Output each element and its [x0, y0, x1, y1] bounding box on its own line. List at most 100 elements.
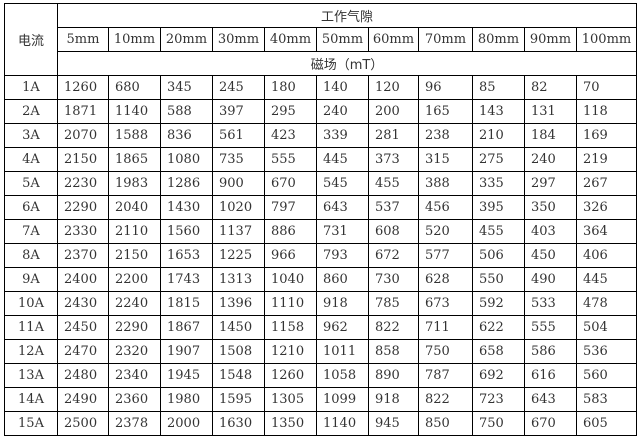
field-value-cell: 504	[576, 315, 637, 340]
column-header: 5mm	[57, 27, 109, 52]
column-header: 10mm	[108, 27, 161, 52]
field-value-cell: 120	[368, 75, 419, 100]
field-value-cell: 918	[316, 291, 369, 316]
field-value-cell: 2340	[108, 363, 161, 388]
current-cell: 15A	[4, 411, 58, 436]
field-value-cell: 605	[576, 411, 637, 436]
column-header: 80mm	[472, 27, 525, 52]
field-value-cell: 785	[368, 291, 419, 316]
field-value-cell: 797	[264, 195, 317, 220]
field-value-cell: 616	[524, 363, 577, 388]
field-value-cell: 966	[264, 243, 317, 268]
field-value-cell: 1313	[212, 267, 265, 292]
field-value-cell: 1011	[316, 339, 369, 364]
header-row-columns: 5mm 10mm 20mm 30mm 40mm 50mm 60mm 70mm 80mm 90mm 1…	[5, 27, 637, 52]
field-value-cell: 1396	[212, 291, 265, 316]
table-row: 6A 2290 2040 1430 1020 797 643 537 456 395 350 326	[4, 195, 637, 220]
field-value-cell: 836	[160, 123, 213, 148]
field-value-cell: 822	[418, 387, 473, 412]
column-header: 30mm	[212, 27, 265, 52]
field-value-cell: 670	[524, 411, 577, 436]
table-row: 13A 2480 2340 1945 1548 1260 1058 890 787 692 616 5…	[4, 363, 637, 388]
table-row: 14A 2490 2360 1980 1595 1305 1099 918 822 723 643 5…	[4, 387, 637, 412]
field-value-cell: 2480	[57, 363, 109, 388]
field-value-cell: 545	[316, 171, 369, 196]
field-value-cell: 643	[316, 195, 369, 220]
field-value-cell: 723	[472, 387, 525, 412]
column-header: 20mm	[160, 27, 213, 52]
field-value-cell: 1260	[57, 75, 109, 100]
field-value-cell: 245	[212, 75, 265, 100]
field-value-cell: 423	[264, 123, 317, 148]
field-value-cell: 326	[576, 195, 637, 220]
column-header: 40mm	[264, 27, 317, 52]
column-header: 50mm	[316, 27, 369, 52]
field-value-cell: 1743	[160, 267, 213, 292]
field-value-cell: 886	[264, 219, 317, 244]
field-value-cell: 2330	[57, 219, 109, 244]
field-value-cell: 490	[524, 267, 577, 292]
field-value-cell: 583	[576, 387, 637, 412]
field-value-cell: 1350	[264, 411, 317, 436]
field-value-cell: 730	[368, 267, 419, 292]
field-value-cell: 96	[418, 75, 473, 100]
field-value-cell: 1158	[264, 315, 317, 340]
field-value-cell: 1907	[160, 339, 213, 364]
magnetic-field-table: 电流 工作气隙 5mm 10mm 20mm 30mm 40mm 50mm 60mm 70mm 8…	[4, 3, 637, 436]
field-value-cell: 397	[212, 99, 265, 124]
field-value-cell: 555	[524, 315, 577, 340]
field-value-cell: 945	[368, 411, 419, 436]
field-value-cell: 281	[368, 123, 419, 148]
current-cell: 4A	[4, 147, 58, 172]
field-value-cell: 2360	[108, 387, 161, 412]
field-value-cell: 2200	[108, 267, 161, 292]
column-header: 60mm	[368, 27, 419, 52]
field-value-cell: 335	[472, 171, 525, 196]
field-value-cell: 1945	[160, 363, 213, 388]
field-value-cell: 140	[316, 75, 369, 100]
field-value-cell: 1548	[212, 363, 265, 388]
table-row: 4A 2150 1865 1080 735 555 445 373 315 275 240 219	[4, 147, 637, 172]
current-header: 电流	[4, 3, 58, 76]
field-value-cell: 561	[212, 123, 265, 148]
field-value-cell: 2320	[108, 339, 161, 364]
current-cell: 12A	[4, 339, 58, 364]
field-value-cell: 406	[576, 243, 637, 268]
field-value-cell: 918	[368, 387, 419, 412]
field-value-cell: 2378	[108, 411, 161, 436]
field-value-cell: 900	[212, 171, 265, 196]
field-value-cell: 238	[418, 123, 473, 148]
field-value-cell: 560	[576, 363, 637, 388]
field-value-cell: 1430	[160, 195, 213, 220]
field-value-cell: 1099	[316, 387, 369, 412]
field-value-cell: 622	[472, 315, 525, 340]
field-value-cell: 537	[368, 195, 419, 220]
field-value-cell: 2430	[57, 291, 109, 316]
header-row-unit: 磁场（mT）	[5, 51, 637, 76]
field-value-cell: 1630	[212, 411, 265, 436]
field-value-cell: 577	[418, 243, 473, 268]
table-row: 7A 2330 2110 1560 1137 886 731 608 520 455 403 364	[4, 219, 637, 244]
field-value-cell: 735	[212, 147, 265, 172]
field-value-cell: 658	[472, 339, 525, 364]
field-value-cell: 200	[368, 99, 419, 124]
field-value-cell: 1595	[212, 387, 265, 412]
field-value-cell: 2070	[57, 123, 109, 148]
field-value-cell: 520	[418, 219, 473, 244]
field-value-cell: 456	[418, 195, 473, 220]
field-value-cell: 455	[368, 171, 419, 196]
current-cell: 8A	[4, 243, 58, 268]
field-value-cell: 2150	[108, 243, 161, 268]
field-value-cell: 860	[316, 267, 369, 292]
field-value-cell: 1865	[108, 147, 161, 172]
field-value-cell: 1110	[264, 291, 317, 316]
field-value-cell: 2470	[57, 339, 109, 364]
field-value-cell: 1867	[160, 315, 213, 340]
field-value-cell: 373	[368, 147, 419, 172]
table-row: 8A 2370 2150 1653 1225 966 793 672 577 506 450 406	[4, 243, 637, 268]
table-row: 15A 2500 2378 2000 1630 1350 1140 945 850 750 670 6…	[4, 411, 637, 436]
field-value-cell: 388	[418, 171, 473, 196]
field-value-cell: 1210	[264, 339, 317, 364]
current-cell: 9A	[4, 267, 58, 292]
field-value-cell: 70	[576, 75, 637, 100]
